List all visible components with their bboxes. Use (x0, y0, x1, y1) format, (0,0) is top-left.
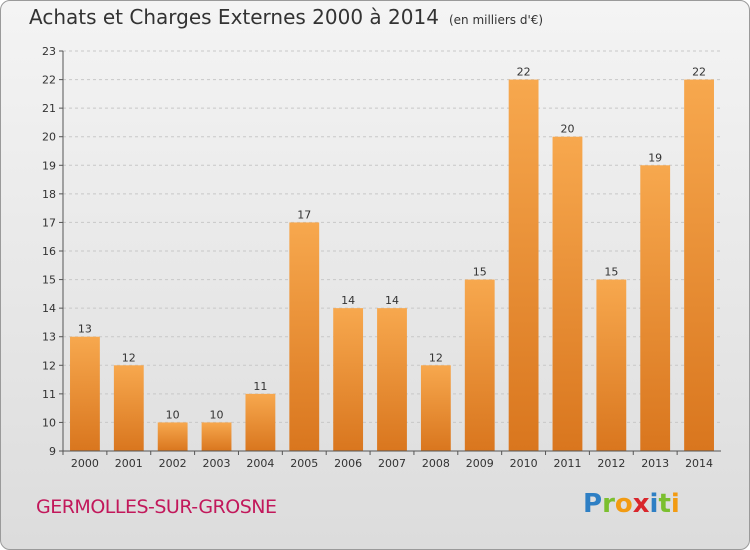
x-tick-label-2014: 2014 (685, 457, 713, 470)
bar-2003 (201, 422, 232, 451)
value-label-2007: 14 (385, 294, 399, 307)
x-tick-label-2008: 2008 (422, 457, 450, 470)
y-tick-label-19: 19 (42, 159, 56, 172)
value-label-2006: 14 (341, 294, 355, 307)
y-tick-label-9: 9 (49, 445, 56, 458)
x-tick-label-2010: 2010 (510, 457, 538, 470)
bar-2013 (640, 165, 671, 452)
value-label-2010: 22 (517, 66, 531, 79)
x-tick-label-2003: 2003 (203, 457, 231, 470)
y-tick-label-11: 11 (42, 388, 56, 401)
y-tick-label-17: 17 (42, 216, 56, 229)
y-tick-label-21: 21 (42, 102, 56, 115)
bar-2011 (552, 136, 583, 451)
x-tick-label-2013: 2013 (641, 457, 669, 470)
x-tick-label-2006: 2006 (334, 457, 362, 470)
x-tick-label-2012: 2012 (597, 457, 625, 470)
y-tick-label-13: 13 (42, 331, 56, 344)
value-label-2000: 13 (78, 323, 92, 336)
y-tick-label-15: 15 (42, 274, 56, 287)
value-label-2012: 15 (604, 266, 618, 279)
value-label-2001: 12 (122, 351, 136, 364)
value-label-2003: 10 (210, 408, 224, 421)
value-label-2014: 22 (692, 66, 706, 79)
commune-name: GERMOLLES-SUR-GROSNE (36, 496, 277, 518)
x-tick-label-2007: 2007 (378, 457, 406, 470)
bar-2001 (113, 365, 144, 451)
chart-unit: (en milliers d'€) (448, 13, 544, 27)
y-tick-label-10: 10 (42, 416, 56, 429)
chart-title-text: Achats et Charges Externes 2000 à 2014 (29, 5, 439, 29)
x-tick-label-2000: 2000 (71, 457, 99, 470)
value-label-2004: 11 (253, 380, 267, 393)
bar-2009 (464, 279, 495, 451)
y-tick-label-23: 23 (42, 45, 56, 58)
bar-2002 (157, 422, 188, 451)
bars: 13 12 10 10 11 17 14 14 12 15 22 20 15 19 22 (70, 66, 714, 452)
proxiti-logo: Proxiti (583, 489, 680, 519)
x-tick-label-2011: 2011 (553, 457, 581, 470)
bar-2004 (245, 393, 276, 451)
bar-2007 (377, 308, 407, 451)
bar-2006 (333, 308, 364, 451)
value-label-2005: 17 (297, 208, 311, 221)
y-tick-label-12: 12 (42, 359, 56, 372)
bar-2012 (596, 279, 627, 451)
bar-2000 (70, 336, 100, 451)
value-label-2008: 12 (429, 351, 443, 364)
axes: 9 10 11 12 13 14 15 16 17 18 19 20 21 22 23 2000 2001 200… (42, 45, 721, 470)
y-tick-label-14: 14 (42, 302, 56, 315)
chart-title: Achats et Charges Externes 2000 à 2014 (e… (29, 5, 543, 29)
value-label-2011: 20 (560, 123, 574, 136)
bar-2010 (508, 79, 539, 452)
bar-2008 (420, 365, 451, 451)
y-tick-label-20: 20 (42, 131, 56, 144)
x-tick-label-2009: 2009 (466, 457, 494, 470)
value-label-2009: 15 (473, 266, 487, 279)
y-tick-label-22: 22 (42, 74, 56, 87)
value-label-2013: 19 (648, 151, 662, 164)
bar-2014 (684, 79, 714, 452)
x-tick-label-2005: 2005 (290, 457, 318, 470)
bar-2005 (289, 222, 320, 451)
value-label-2002: 10 (166, 408, 180, 421)
x-tick-label-2002: 2002 (159, 457, 187, 470)
y-tick-label-16: 16 (42, 245, 56, 258)
x-tick-label-2001: 2001 (115, 457, 143, 470)
x-tick-label-2004: 2004 (246, 457, 274, 470)
y-tick-label-18: 18 (42, 188, 56, 201)
